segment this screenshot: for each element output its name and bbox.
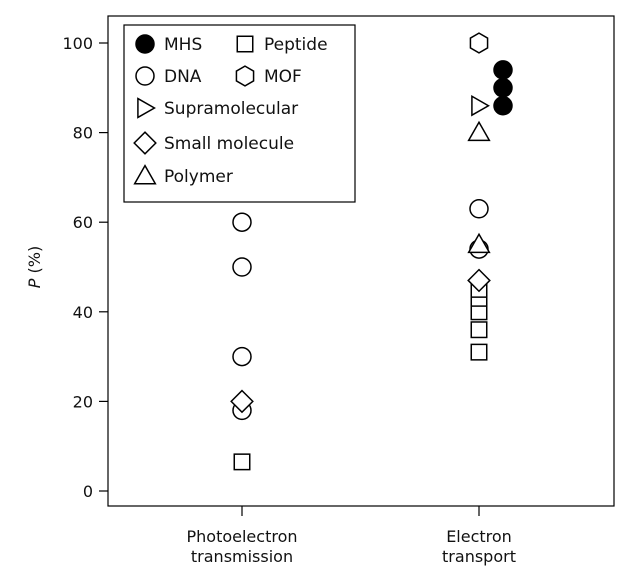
supramolecular-point [471, 94, 490, 117]
dna-point [469, 199, 489, 219]
y-axis-variable: P [25, 278, 44, 288]
polymer-point [467, 120, 491, 142]
legend-mhs-label: MHS [164, 35, 202, 55]
x-category-label: Photoelectron transmission [187, 527, 298, 566]
y-tick-label: 60 [73, 213, 93, 232]
legend-supramolecular-label: Supramolecular [164, 99, 298, 119]
mof-point [469, 32, 489, 54]
legend-small-molecule-marker [133, 131, 157, 155]
y-tick-label: 20 [73, 392, 93, 411]
plot-frame [107, 15, 615, 507]
dna-point [232, 346, 252, 367]
small-molecule-point [230, 389, 254, 414]
x-categories: Photoelectron transmission Electron transpo… [187, 506, 516, 566]
x-category-label: Electron transport [442, 527, 516, 566]
mhs-point [493, 78, 513, 98]
y-axis-unit: (%) [25, 246, 44, 279]
legend-polymer-marker [133, 164, 157, 185]
legend-box [123, 24, 356, 203]
dna-point [232, 212, 252, 232]
data-points [230, 32, 513, 471]
peptide-point [233, 453, 251, 471]
legend-dna-label: DNA [164, 67, 202, 87]
dna-point [232, 257, 252, 277]
legend-peptide-marker [236, 35, 254, 53]
small-molecule-point [467, 268, 491, 293]
legend-dna-marker [135, 66, 155, 86]
y-ticks: 0 20 40 60 80 100 [62, 34, 108, 501]
y-tick-label: 0 [83, 482, 93, 501]
peptide-point [470, 321, 488, 339]
legend-supramolecular-marker [137, 97, 156, 119]
polymer-point [467, 232, 491, 254]
y-tick-label: 40 [73, 303, 93, 322]
y-axis-title: P (%) [25, 246, 44, 288]
legend-mof-marker [235, 65, 255, 87]
legend-peptide-label: Peptide [264, 35, 328, 55]
legend-mof-label: MOF [264, 67, 302, 87]
mhs-point [493, 95, 513, 116]
y-tick-label: 80 [73, 124, 93, 143]
legend-small-molecule-label: Small molecule [164, 134, 294, 154]
legend-mhs-marker [135, 34, 155, 54]
legend-polymer-label: Polymer [164, 167, 233, 187]
peptide-point [470, 343, 488, 361]
y-tick-label: 100 [62, 34, 93, 53]
mhs-point [493, 60, 513, 80]
legend: MHS Peptide DNA MOF Supramolecular Small mole… [123, 24, 356, 203]
